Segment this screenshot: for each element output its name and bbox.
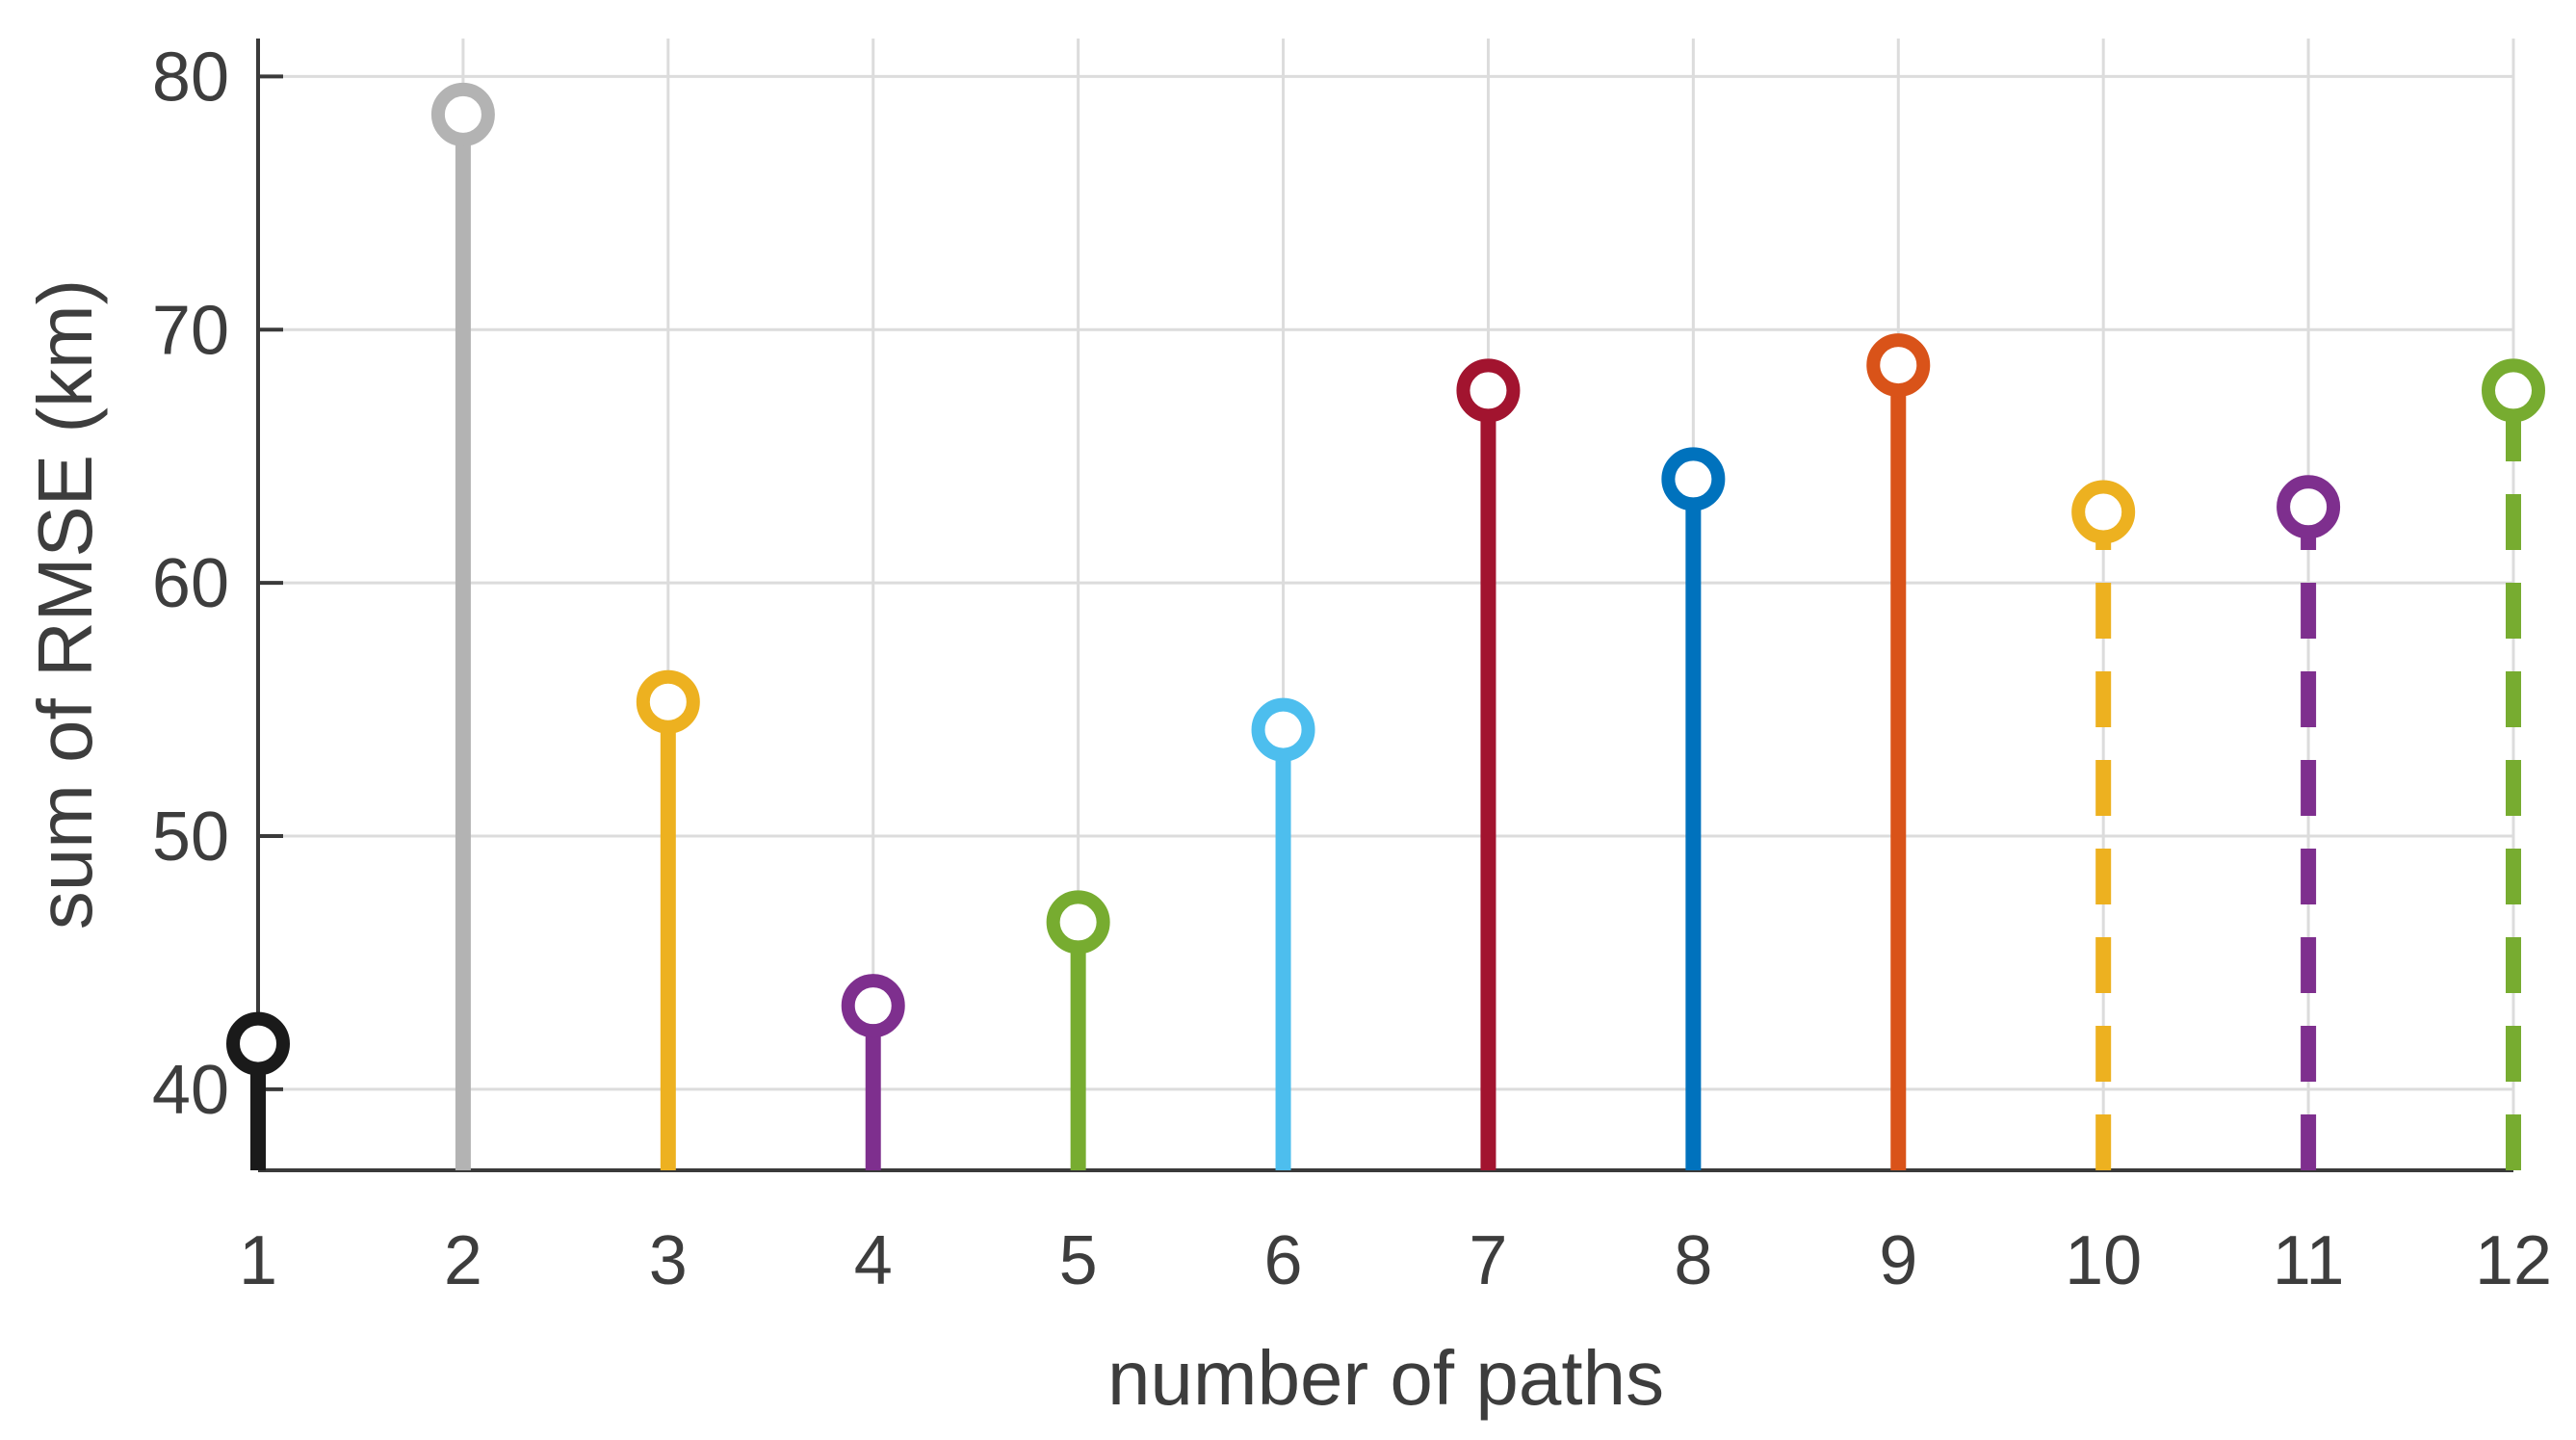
stem-marker-11 xyxy=(2277,475,2341,539)
y-tick-label-80: 80 xyxy=(152,39,229,116)
stems xyxy=(226,82,2545,1170)
x-tick-label-8: 8 xyxy=(1674,1222,1712,1299)
x-tick-label-7: 7 xyxy=(1469,1222,1507,1299)
stem-marker-10 xyxy=(2071,480,2136,544)
x-tick-label-3: 3 xyxy=(649,1222,688,1299)
stem-marker-6 xyxy=(1251,697,1315,762)
stem-marker-12 xyxy=(2482,358,2545,423)
y-tick-label-50: 50 xyxy=(152,799,229,876)
x-tick-label-6: 6 xyxy=(1264,1222,1303,1299)
stem-marker-2 xyxy=(430,82,495,146)
axes xyxy=(256,39,2515,1172)
x-tick-label-4: 4 xyxy=(854,1222,893,1299)
y-tick-label-70: 70 xyxy=(152,292,229,369)
x-tick-label-2: 2 xyxy=(444,1222,482,1299)
stem-marker-4 xyxy=(841,974,905,1038)
y-tick-label-60: 60 xyxy=(152,545,229,622)
x-tick-label-11: 11 xyxy=(2273,1222,2345,1299)
stem-marker-8 xyxy=(1661,447,1726,511)
x-tick-label-9: 9 xyxy=(1879,1222,1917,1299)
x-tick-label-5: 5 xyxy=(1059,1222,1098,1299)
stem-marker-7 xyxy=(1456,358,1521,423)
x-tick-label-12: 12 xyxy=(2475,1222,2552,1299)
y-axis-label: sum of RMSE (km) xyxy=(22,279,108,930)
stem-marker-5 xyxy=(1046,890,1110,955)
stem-marker-1 xyxy=(226,1011,290,1076)
x-axis-label: number of paths xyxy=(1107,1335,1664,1421)
stem-marker-3 xyxy=(636,669,700,734)
stem-marker-9 xyxy=(1866,333,1931,398)
x-tick-label-10: 10 xyxy=(2065,1222,2142,1299)
x-tick-label-1: 1 xyxy=(239,1222,277,1299)
grid xyxy=(256,39,2515,1170)
y-tick-label-40: 40 xyxy=(152,1052,229,1129)
